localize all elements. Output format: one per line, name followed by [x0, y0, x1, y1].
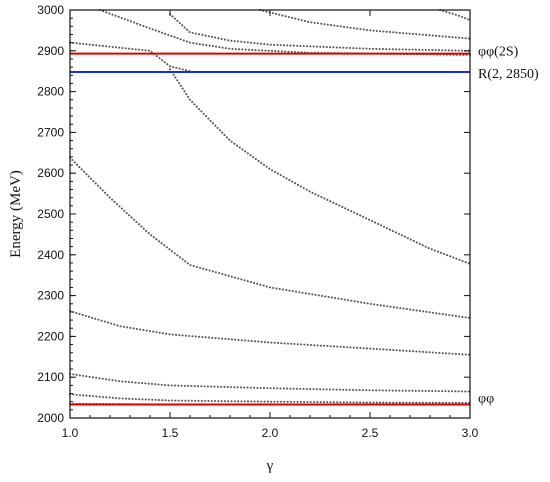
reference-label-1: φφ(2S): [478, 45, 519, 60]
series-curve-3: [69, 372, 471, 393]
y-tick-label: 2200: [37, 329, 64, 343]
y-tick-label: 2500: [37, 207, 64, 221]
series-layer: [69, 9, 471, 406]
x-tick-label: 1.0: [62, 426, 79, 440]
series-curve-6: [169, 68, 471, 265]
reference-label-2: R(2, 2850): [478, 67, 539, 82]
x-tick-label: 3.0: [462, 426, 479, 440]
x-tick-label: 2.5: [362, 426, 379, 440]
x-tick-label: 2.0: [262, 426, 279, 440]
ticks: [69, 9, 471, 419]
y-tick-label: 2300: [37, 289, 64, 303]
series-curve-8: [169, 13, 471, 52]
series-curve-11: [439, 9, 471, 22]
reference-lines: [70, 52, 470, 406]
y-tick-label: 3000: [37, 3, 64, 17]
y-tick-label: 2600: [37, 166, 64, 180]
y-tick-label: 2100: [37, 370, 64, 384]
series-curve-4: [69, 310, 471, 356]
x-tick-label: 1.5: [162, 426, 179, 440]
annotations: φφ(2S) R(2, 2850) φφ: [478, 45, 539, 407]
series-curve-9: [99, 9, 471, 56]
y-tick-label: 2900: [37, 44, 64, 58]
reference-label-3: φφ: [478, 392, 494, 407]
series-curve-5: [69, 156, 471, 319]
series-curve-7: [69, 41, 191, 73]
y-axis-title: Energy (MeV): [8, 170, 24, 258]
y-tick-label: 2400: [37, 248, 64, 262]
series-curve-10: [259, 9, 471, 40]
series-curve-2: [69, 393, 471, 404]
y-tick-label: 2800: [37, 85, 64, 99]
y-tick-label: 2000: [37, 411, 64, 425]
y-tick-label: 2700: [37, 125, 64, 139]
x-axis-title: γ: [266, 458, 274, 474]
tick-labels: 1.0 1.5 2.0 2.5 3.0 2000 2100 2200 2300 2400 2500 2…: [37, 3, 478, 440]
